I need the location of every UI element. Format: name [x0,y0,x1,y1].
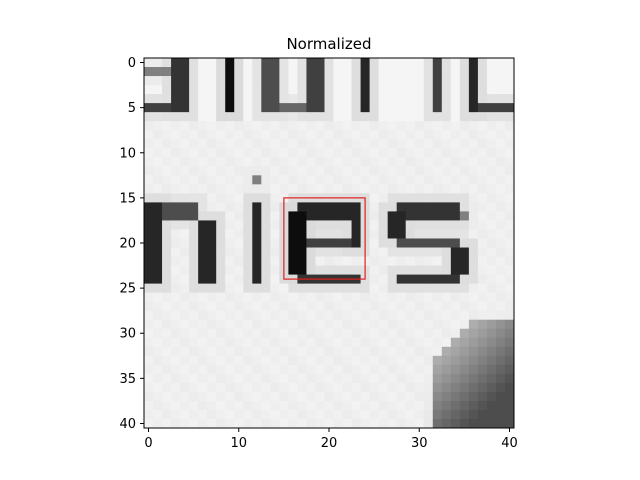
y-tick-label: 0 [128,56,136,71]
y-tick-label: 20 [119,237,136,252]
chart-title: Normalized [286,35,371,53]
x-tick-label: 30 [411,436,428,451]
detection-bounding-box [283,197,366,280]
x-axis: 0 10 20 30 40 [144,428,518,451]
x-tick-label: 20 [321,436,338,451]
y-tick-label: 5 [128,101,136,116]
y-tick-label: 15 [119,191,136,206]
x-tick-label: 0 [144,436,152,451]
grayscale-image [144,58,514,428]
y-axis: 0 5 10 15 20 25 30 35 40 [119,56,144,432]
y-tick-label: 25 [119,282,136,297]
y-tick-label: 30 [119,327,136,342]
y-tick-label: 10 [119,146,136,161]
x-tick-label: 40 [501,436,518,451]
x-tick-label: 10 [230,436,247,451]
y-tick-label: 35 [119,372,136,387]
y-tick-label: 40 [119,417,136,432]
